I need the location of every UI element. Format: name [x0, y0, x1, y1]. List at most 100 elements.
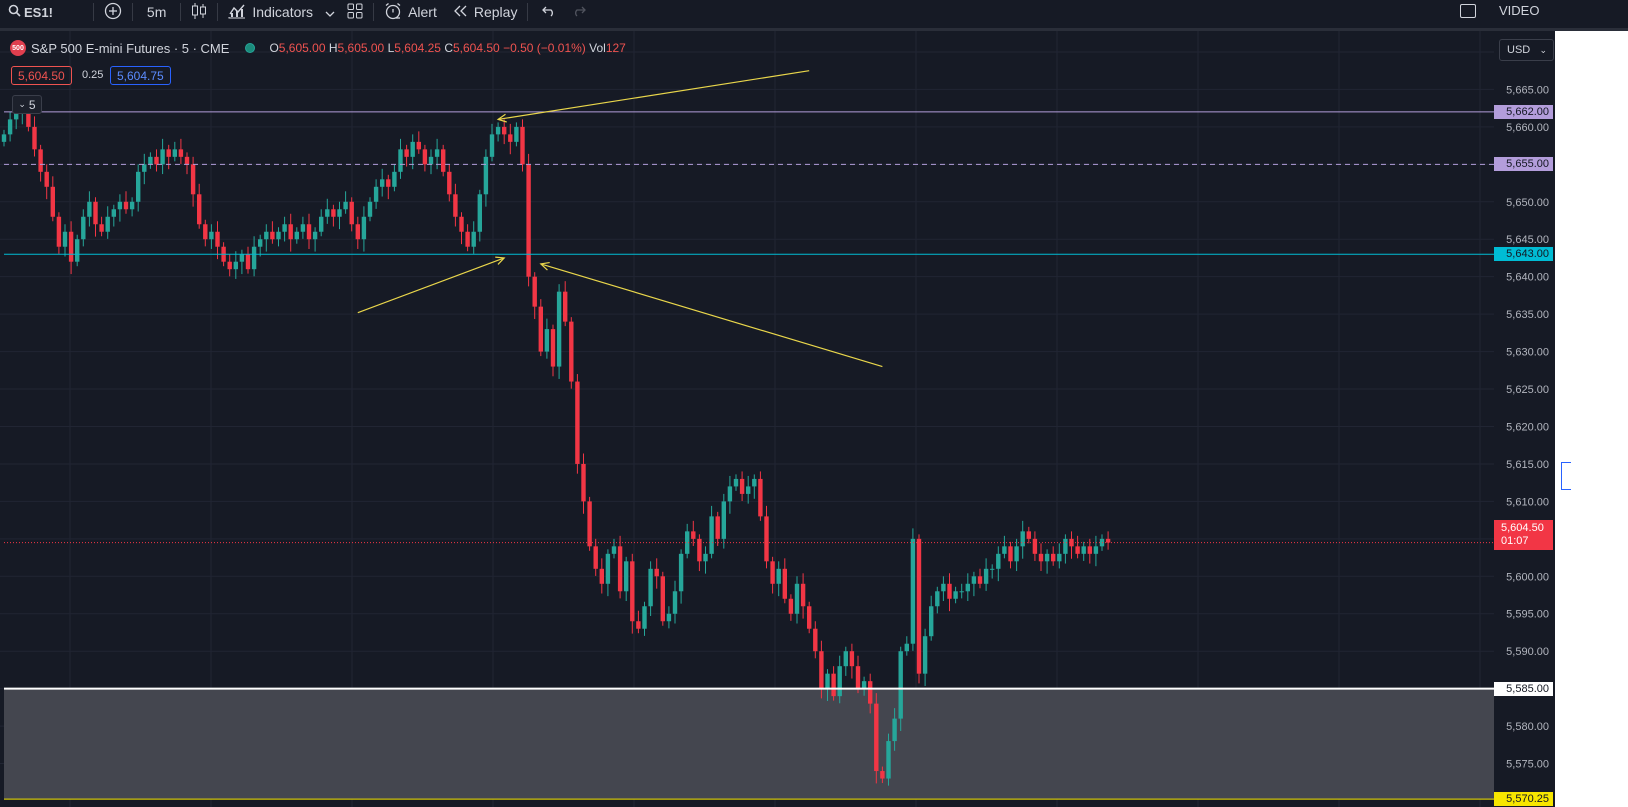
white-margin	[1555, 31, 1628, 807]
trend-arrow-line	[498, 70, 810, 120]
alert-label: Alert	[408, 4, 437, 20]
candle-body	[599, 568, 604, 584]
video-button[interactable]: VIDEO	[1499, 3, 1540, 18]
chart-legend: 500 S&P 500 E-mini Futures · 5 · CME O5,…	[10, 40, 626, 56]
candle-body	[123, 201, 129, 210]
rewind-icon	[453, 4, 469, 21]
candle-body	[983, 568, 989, 584]
toolbar-divider	[373, 3, 375, 21]
scale-drag-handle[interactable]	[1561, 462, 1571, 490]
candle-body	[935, 591, 940, 607]
fullscreen-toggle[interactable]	[1460, 4, 1476, 18]
top-toolbar: ES1! 5m Indicators Alert	[0, 0, 1628, 24]
candle-body	[697, 538, 702, 562]
undo-button[interactable]	[530, 0, 566, 24]
candle-body	[477, 194, 482, 232]
candle-body	[355, 224, 360, 240]
candle-body	[831, 673, 836, 697]
candle-body	[642, 606, 647, 629]
candle-body	[459, 216, 464, 232]
indicators-dropdown-button[interactable]	[321, 0, 339, 24]
indicators-button[interactable]: Indicators	[220, 0, 321, 24]
candle-body	[794, 583, 800, 614]
chevron-down-icon: ⌄	[1539, 44, 1547, 55]
candle-body	[495, 126, 501, 135]
candle-body	[386, 179, 391, 187]
candle-body	[239, 254, 245, 262]
instrument-title[interactable]: S&P 500 E-mini Futures · 5 · CME	[31, 40, 230, 56]
price-axis-tick: 5,640.00	[1506, 272, 1549, 284]
volume-value: 127	[605, 41, 626, 55]
candle-body	[929, 606, 934, 637]
candle-body	[892, 718, 897, 742]
level-price-label: 5,643.00	[1494, 247, 1553, 262]
currency-label: USD	[1507, 44, 1531, 56]
candle-body	[14, 111, 19, 120]
replay-button[interactable]: Replay	[445, 0, 526, 24]
candle-body	[160, 149, 165, 165]
candle-body	[904, 643, 909, 652]
candle-body	[807, 606, 812, 629]
templates-button[interactable]	[339, 0, 371, 24]
redo-button[interactable]	[566, 0, 594, 24]
alert-button[interactable]: Alert	[376, 0, 445, 24]
candle-body	[666, 613, 672, 622]
candle-body	[422, 149, 428, 165]
trend-arrow-head	[495, 256, 506, 265]
symbol-search[interactable]: ES1!	[0, 0, 61, 24]
candle-body	[703, 553, 708, 562]
candle-body	[1, 134, 7, 142]
trend-arrow-line	[540, 263, 883, 368]
candle-body	[300, 224, 306, 232]
candle-body	[245, 254, 251, 270]
candle-body	[874, 703, 879, 772]
compare-add-button[interactable]	[96, 0, 130, 24]
open-value: 5,605.00	[278, 41, 326, 55]
candle-body	[416, 141, 421, 150]
change-value: −0.50 (−0.01%)	[503, 41, 586, 55]
candle-body	[166, 149, 171, 157]
candle-body	[428, 156, 434, 165]
candle-body	[26, 111, 31, 127]
candle-body	[611, 546, 617, 554]
candle-body	[837, 666, 842, 697]
candle-body	[44, 171, 49, 187]
close-value: 5,604.50	[453, 41, 500, 55]
indicators-label: Indicators	[252, 4, 314, 20]
candle-body	[62, 231, 68, 247]
buy-price-button[interactable]: 5,604.75	[110, 66, 171, 85]
candle-body	[465, 231, 470, 247]
candle-body	[868, 681, 873, 704]
candle-body	[258, 239, 263, 247]
candle-body	[136, 171, 141, 202]
candle-body	[520, 126, 525, 165]
candle-body	[404, 149, 409, 157]
candle-body	[197, 194, 202, 225]
price-axis-tick: 5,650.00	[1506, 197, 1549, 209]
chart-type-button[interactable]	[183, 0, 215, 24]
chart-canvas[interactable]: 5,670.005,665.005,660.005,655.005,650.00…	[0, 31, 1628, 807]
interval-button[interactable]: 5m	[146, 4, 167, 20]
candle-body	[203, 224, 208, 240]
candle-body	[709, 516, 714, 554]
currency-select[interactable]: USD ⌄	[1499, 39, 1554, 61]
candle-body	[398, 149, 403, 172]
search-icon	[8, 4, 21, 20]
sell-price-button[interactable]: 5,604.50	[11, 66, 72, 85]
candle-body	[190, 164, 196, 195]
market-status-icon[interactable]	[245, 43, 256, 53]
open-label: O	[269, 41, 279, 55]
indicators-collapse-button[interactable]: ⌄ 5	[12, 95, 42, 114]
price-axis-tick: 5,615.00	[1506, 459, 1549, 471]
price-axis-tick: 5,575.00	[1506, 759, 1549, 771]
price-axis-tick: 5,630.00	[1506, 347, 1549, 359]
candle-body	[172, 149, 177, 157]
candle-body	[99, 224, 104, 232]
toolbar-divider	[527, 3, 529, 21]
chart-background	[0, 31, 1628, 807]
candle-body	[575, 381, 580, 464]
candle-body	[825, 673, 830, 689]
candle-body	[691, 531, 696, 539]
toolbar-bottom-divider	[0, 28, 1628, 31]
candle-body	[855, 666, 861, 689]
